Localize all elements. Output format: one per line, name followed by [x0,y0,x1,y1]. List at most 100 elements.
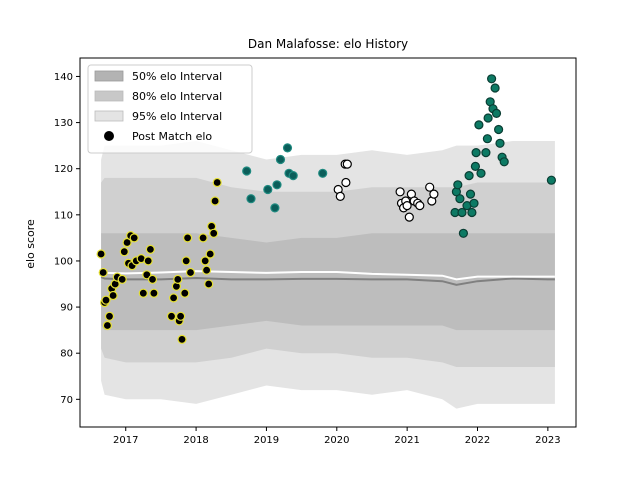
data-point [145,244,155,254]
data-point [490,83,500,93]
data-point [169,293,179,303]
y-tick-label: 120 [54,164,73,175]
data-point [402,201,412,211]
data-point [143,256,153,266]
y-tick-label: 90 [60,303,73,314]
legend-swatch [94,110,124,122]
data-point [499,157,509,167]
series-1 [242,143,328,213]
data-point [246,194,256,204]
data-point [209,228,219,238]
x-tick-label: 2023 [535,435,560,446]
data-point [342,159,352,169]
data-point [482,134,492,144]
data-point [185,267,196,278]
data-point [242,166,252,176]
data-point [129,233,139,243]
x-axis: 2017 2018 2019 2020 2021 2022 2023 [113,427,561,446]
x-tick-label: 2017 [113,435,138,446]
data-point [395,187,405,197]
data-point [341,177,351,188]
data-point [455,194,465,204]
data-point [117,274,127,284]
data-point [176,311,186,321]
legend-label: 95% elo Interval [132,110,222,123]
y-tick-label: 110 [54,210,73,221]
data-point [263,184,273,195]
x-tick-label: 2019 [254,435,279,446]
data-point [469,198,479,208]
legend-label: 50% elo Interval [132,70,222,83]
data-point [282,143,293,153]
data-point [198,233,208,243]
data-point [108,290,118,301]
data-point [335,191,345,201]
data-point [102,320,113,331]
data-point [180,288,190,298]
data-point [202,265,212,275]
data-point [212,177,222,188]
data-point [122,237,132,248]
data-point [476,168,486,178]
data-point [210,196,220,206]
x-tick-label: 2021 [394,435,419,446]
data-point [166,311,177,321]
points-group [96,74,557,344]
data-point [457,207,467,218]
data-point [101,295,111,305]
data-point [546,175,557,185]
data-point [404,212,414,222]
y-tick-label: 140 [54,72,73,83]
legend-box [87,64,253,154]
data-point [495,138,505,148]
x-tick-label: 2018 [183,435,208,446]
legend-label: Post Match elo [132,130,212,143]
plot-area [79,57,577,428]
data-point [288,171,298,181]
data-point [491,108,502,119]
y-tick-label: 100 [54,256,73,267]
y-tick-label: 130 [54,118,73,129]
y-tick-label: 70 [60,395,73,406]
series-2 [333,159,439,222]
data-point [467,207,477,218]
data-point [458,228,468,238]
data-point [474,120,484,130]
y-tick-label: 80 [60,349,73,360]
data-point [275,154,286,165]
legend: 50% elo Interval 80% elo Interval 95% elo … [87,64,253,154]
band-50 [101,233,555,331]
plot-frame [79,57,577,428]
data-point [464,171,474,181]
data-point [149,288,159,298]
series-3 [450,74,557,238]
data-point [204,279,214,289]
data-point [415,201,425,211]
data-point [270,203,280,213]
data-point [272,180,282,190]
x-tick-label: 2020 [324,435,349,446]
series-0 [96,177,222,344]
data-point [481,148,491,158]
data-point [173,274,183,284]
data-point [471,148,481,158]
y-axis-label: elo score [24,219,37,269]
data-point [183,233,193,243]
legend-swatch [94,70,124,82]
data-point [138,288,148,298]
data-point [147,274,158,284]
legend-swatch [94,90,124,102]
data-point [119,247,129,257]
data-point [205,249,215,259]
data-point [465,189,476,199]
data-point [483,113,493,123]
x-tick-label: 2022 [465,435,490,446]
legend-marker [104,131,114,141]
data-point [98,267,108,278]
data-point [104,311,115,321]
data-point [429,189,439,199]
data-point [200,256,210,266]
chart-title: Dan Malafosse: elo History [248,37,408,51]
legend-label: 80% elo Interval [132,90,222,103]
